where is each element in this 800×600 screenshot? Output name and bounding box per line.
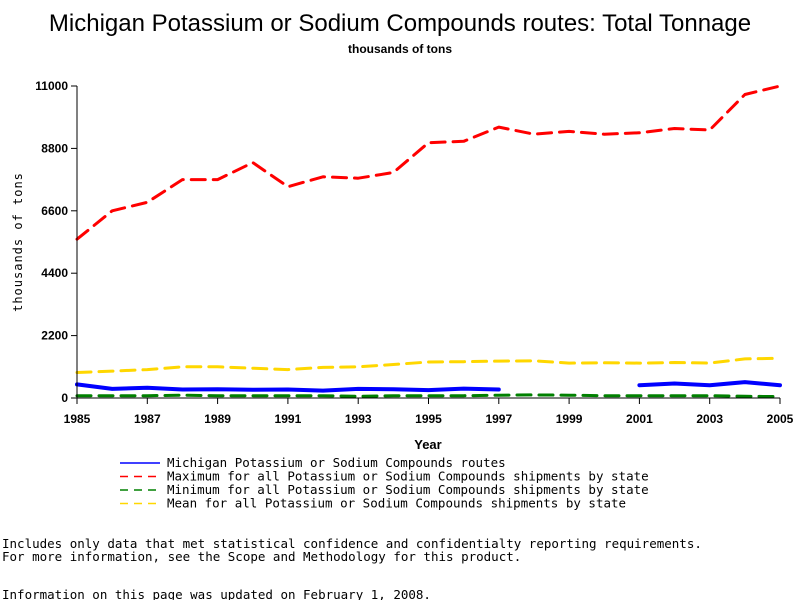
plot-series bbox=[75, 84, 782, 399]
x-axis-label: Year bbox=[414, 437, 441, 452]
y-tick-label: 2200 bbox=[41, 329, 68, 343]
x-axis-ticks: 1985 1987 1989 1991 1993 1995 1997 1999 2001 2003… bbox=[64, 398, 794, 426]
x-tick-label: 2003 bbox=[696, 412, 723, 426]
x-tick-label: 1989 bbox=[204, 412, 231, 426]
y-axis-label: thousands of tons bbox=[11, 172, 25, 312]
y-tick-label: 0 bbox=[61, 391, 68, 405]
x-tick-label: 1985 bbox=[64, 412, 91, 426]
note-confidence: Includes only data that met statistical … bbox=[2, 536, 702, 551]
x-tick-label: 1995 bbox=[415, 412, 442, 426]
legend-label-1: Maximum for all Potassium or Sodium Comp… bbox=[167, 469, 649, 484]
series-line-3 bbox=[75, 356, 782, 374]
legend-label-0: Michigan Potassium or Sodium Compounds r… bbox=[167, 455, 506, 470]
x-tick-label: 2005 bbox=[767, 412, 794, 426]
chart-subtitle: thousands of tons bbox=[348, 42, 452, 56]
y-tick-label: 4400 bbox=[41, 266, 68, 280]
y-tick-label: 8800 bbox=[41, 141, 68, 155]
series-line-0 bbox=[75, 382, 501, 393]
legend-label-2: Minimum for all Potassium or Sodium Comp… bbox=[167, 482, 649, 497]
series-line-0 bbox=[637, 380, 782, 388]
x-tick-label: 1997 bbox=[485, 412, 512, 426]
x-tick-label: 1991 bbox=[275, 412, 302, 426]
chart-title: Michigan Potassium or Sodium Compounds r… bbox=[49, 10, 751, 37]
x-tick-label: 1993 bbox=[345, 412, 372, 426]
legend-label-3: Mean for all Potassium or Sodium Compoun… bbox=[167, 496, 626, 511]
y-tick-label: 6600 bbox=[41, 204, 68, 218]
x-tick-label: 2001 bbox=[626, 412, 653, 426]
note-methodology: For more information, see the Scope and … bbox=[2, 549, 521, 564]
y-axis-ticks: 0 2200 4400 6600 8800 11000 bbox=[35, 79, 77, 405]
x-tick-label: 1999 bbox=[556, 412, 583, 426]
x-tick-label: 1987 bbox=[134, 412, 161, 426]
series-line-1 bbox=[75, 84, 782, 241]
legend: Michigan Potassium or Sodium Compounds r… bbox=[120, 455, 649, 511]
y-tick-label: 11000 bbox=[35, 79, 68, 93]
note-updated: Information on this page was updated on … bbox=[2, 587, 431, 600]
series-line-2 bbox=[75, 393, 782, 399]
